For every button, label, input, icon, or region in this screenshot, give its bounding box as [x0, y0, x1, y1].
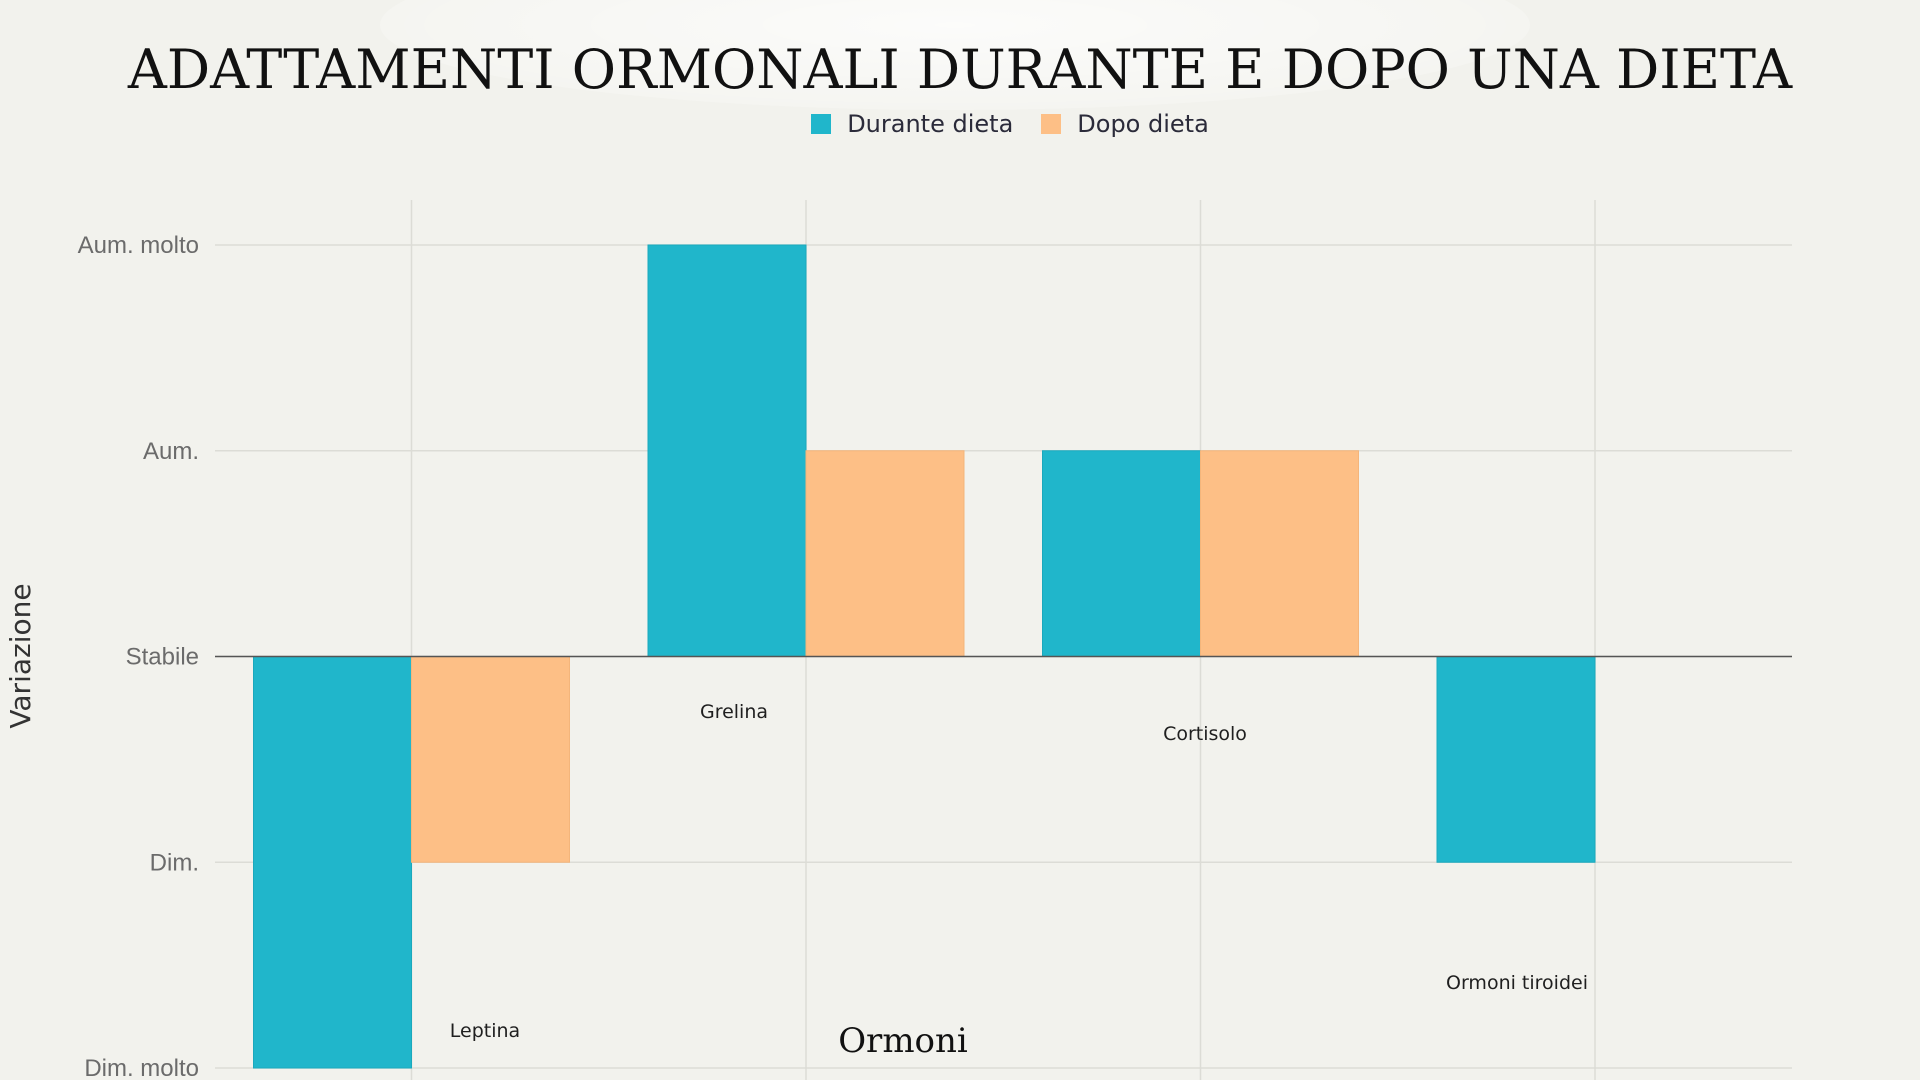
y-tick-label-4: Aum. molto — [78, 232, 199, 259]
bar-cortisolo-durante — [1042, 450, 1201, 657]
y-tick-label-1: Dim. — [150, 849, 199, 876]
y-tick-label-0: Dim. molto — [84, 1055, 199, 1080]
legend-swatch-durante — [811, 114, 832, 134]
bar-leptina-dopo — [411, 656, 570, 863]
category-label-2: Cortisolo — [1163, 723, 1247, 745]
legend-item-durante: Durante dieta — [811, 110, 1013, 138]
chart-title: ADATTAMENTI ORMONALI DURANTE E DOPO UNA … — [127, 38, 1793, 101]
y-tick-label-2: Stabile — [126, 644, 199, 671]
bar-grelina-dopo — [805, 450, 965, 657]
bar-ormoni-tiroidei-durante — [1436, 656, 1596, 863]
bar-cortisolo-dopo — [1200, 450, 1359, 657]
y-tick-label-3: Aum. — [143, 438, 199, 465]
x-axis-title: Ormoni — [838, 1021, 968, 1061]
legend-item-dopo: Dopo dieta — [1041, 110, 1209, 138]
chart-legend: Durante dieta Dopo dieta — [50, 110, 1920, 138]
category-label-0: Leptina — [450, 1020, 520, 1042]
y-axis-title: Variazione — [4, 583, 37, 728]
bar-grelina-durante — [647, 244, 807, 657]
legend-label-durante: Durante dieta — [847, 110, 1014, 138]
category-label-1: Grelina — [700, 701, 768, 723]
bar-leptina-durante — [253, 656, 412, 1069]
category-label-3: Ormoni tiroidei — [1446, 972, 1588, 994]
legend-label-dopo: Dopo dieta — [1077, 110, 1209, 138]
legend-swatch-dopo — [1041, 114, 1062, 134]
